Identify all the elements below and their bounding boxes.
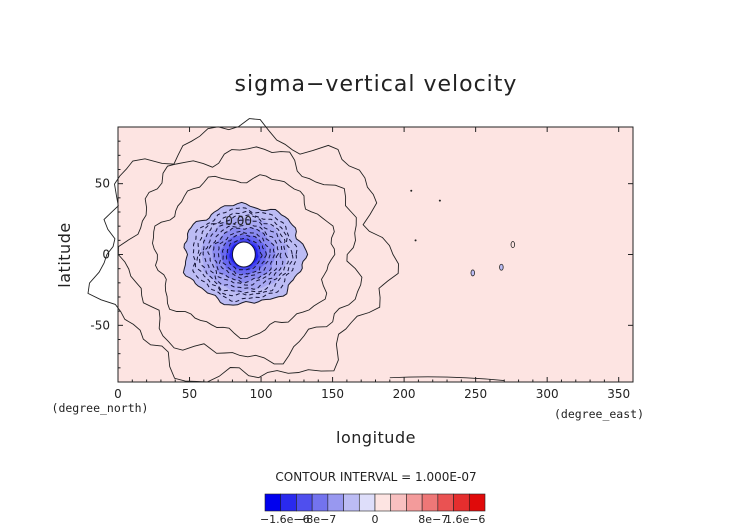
contour-dot (410, 189, 413, 192)
x-tick-label: 250 (464, 387, 487, 401)
colorbar-swatch (406, 493, 423, 512)
colorbar-swatch (468, 493, 486, 512)
small-features (389, 189, 516, 381)
colorbar-swatch (280, 493, 297, 512)
x-tick-label: 200 (393, 387, 416, 401)
vortex-centre-hole (231, 241, 256, 268)
dashed-contour (198, 214, 290, 294)
colorbar-tick-label: 1.6e−6 (445, 513, 485, 526)
dashed-contour (221, 233, 267, 276)
dashed-contour (207, 223, 280, 286)
colorbar-swatch (343, 493, 360, 512)
contour-label: 0.00 (225, 214, 252, 228)
x-unit-label: (degree_east) (554, 407, 644, 421)
bottom-edge-contour (389, 376, 505, 381)
solid-contour (87, 118, 399, 383)
contour-dot (438, 199, 441, 202)
colorbar-swatch (327, 493, 344, 512)
colorbar-swatch (453, 493, 470, 512)
x-tick-label: 150 (321, 387, 344, 401)
negative-blob (470, 269, 475, 277)
x-axis-label: longitude (336, 428, 416, 447)
dashed-contour (212, 226, 276, 284)
x-tick-label: 300 (536, 387, 559, 401)
y-tick-label: 50 (95, 177, 110, 191)
y-axis-ticks: -50 0 50 (90, 140, 633, 369)
x-tick-label: 100 (250, 387, 273, 401)
y-tick-label: -50 (90, 318, 110, 332)
dashed-contour (202, 219, 284, 290)
contour-dot (414, 239, 417, 242)
positive-blob (510, 241, 516, 248)
solid-contour (152, 174, 336, 340)
colorbar-tick-label: 8e−7 (418, 513, 448, 526)
colorbar-swatch (296, 493, 313, 512)
colorbar-labels: −1.6e−6−8e−7 0 8e−71.6e−6 (260, 513, 485, 526)
y-axis-label: latitude (55, 222, 74, 287)
colorbar-swatch (311, 493, 329, 512)
contour-interval-text: CONTOUR INTERVAL = 1.000E-07 (275, 470, 476, 484)
colorbar-tick-label: 0 (372, 513, 379, 526)
colorbar-swatch (374, 493, 392, 512)
contour-lines (87, 118, 399, 383)
colorbar-tick-label: −8e−7 (297, 513, 336, 526)
colorbar-swatch (264, 493, 282, 512)
colorbar-swatch (421, 493, 439, 512)
colorbar-swatch (390, 493, 407, 512)
negative-blob (499, 263, 504, 271)
x-tick-label: 350 (607, 387, 630, 401)
x-axis-ticks: 0 50 100 150 200 250 300 350 (114, 127, 630, 401)
dashed-contour (192, 207, 298, 303)
y-tick-label: 0 (102, 248, 110, 262)
dashed-contour (225, 238, 263, 271)
x-tick-label: 0 (114, 387, 122, 401)
colorbar-tick-label: −1.6e−6 (260, 513, 310, 526)
y-unit-label: (degree_north) (52, 401, 149, 415)
x-tick-label: 50 (182, 387, 197, 401)
chart-title: sigma−vertical velocity (235, 72, 518, 97)
dashed-contour (217, 230, 271, 280)
colorbar-swatch (437, 493, 454, 512)
colorbar (264, 493, 486, 512)
colorbar-swatch (358, 493, 376, 512)
